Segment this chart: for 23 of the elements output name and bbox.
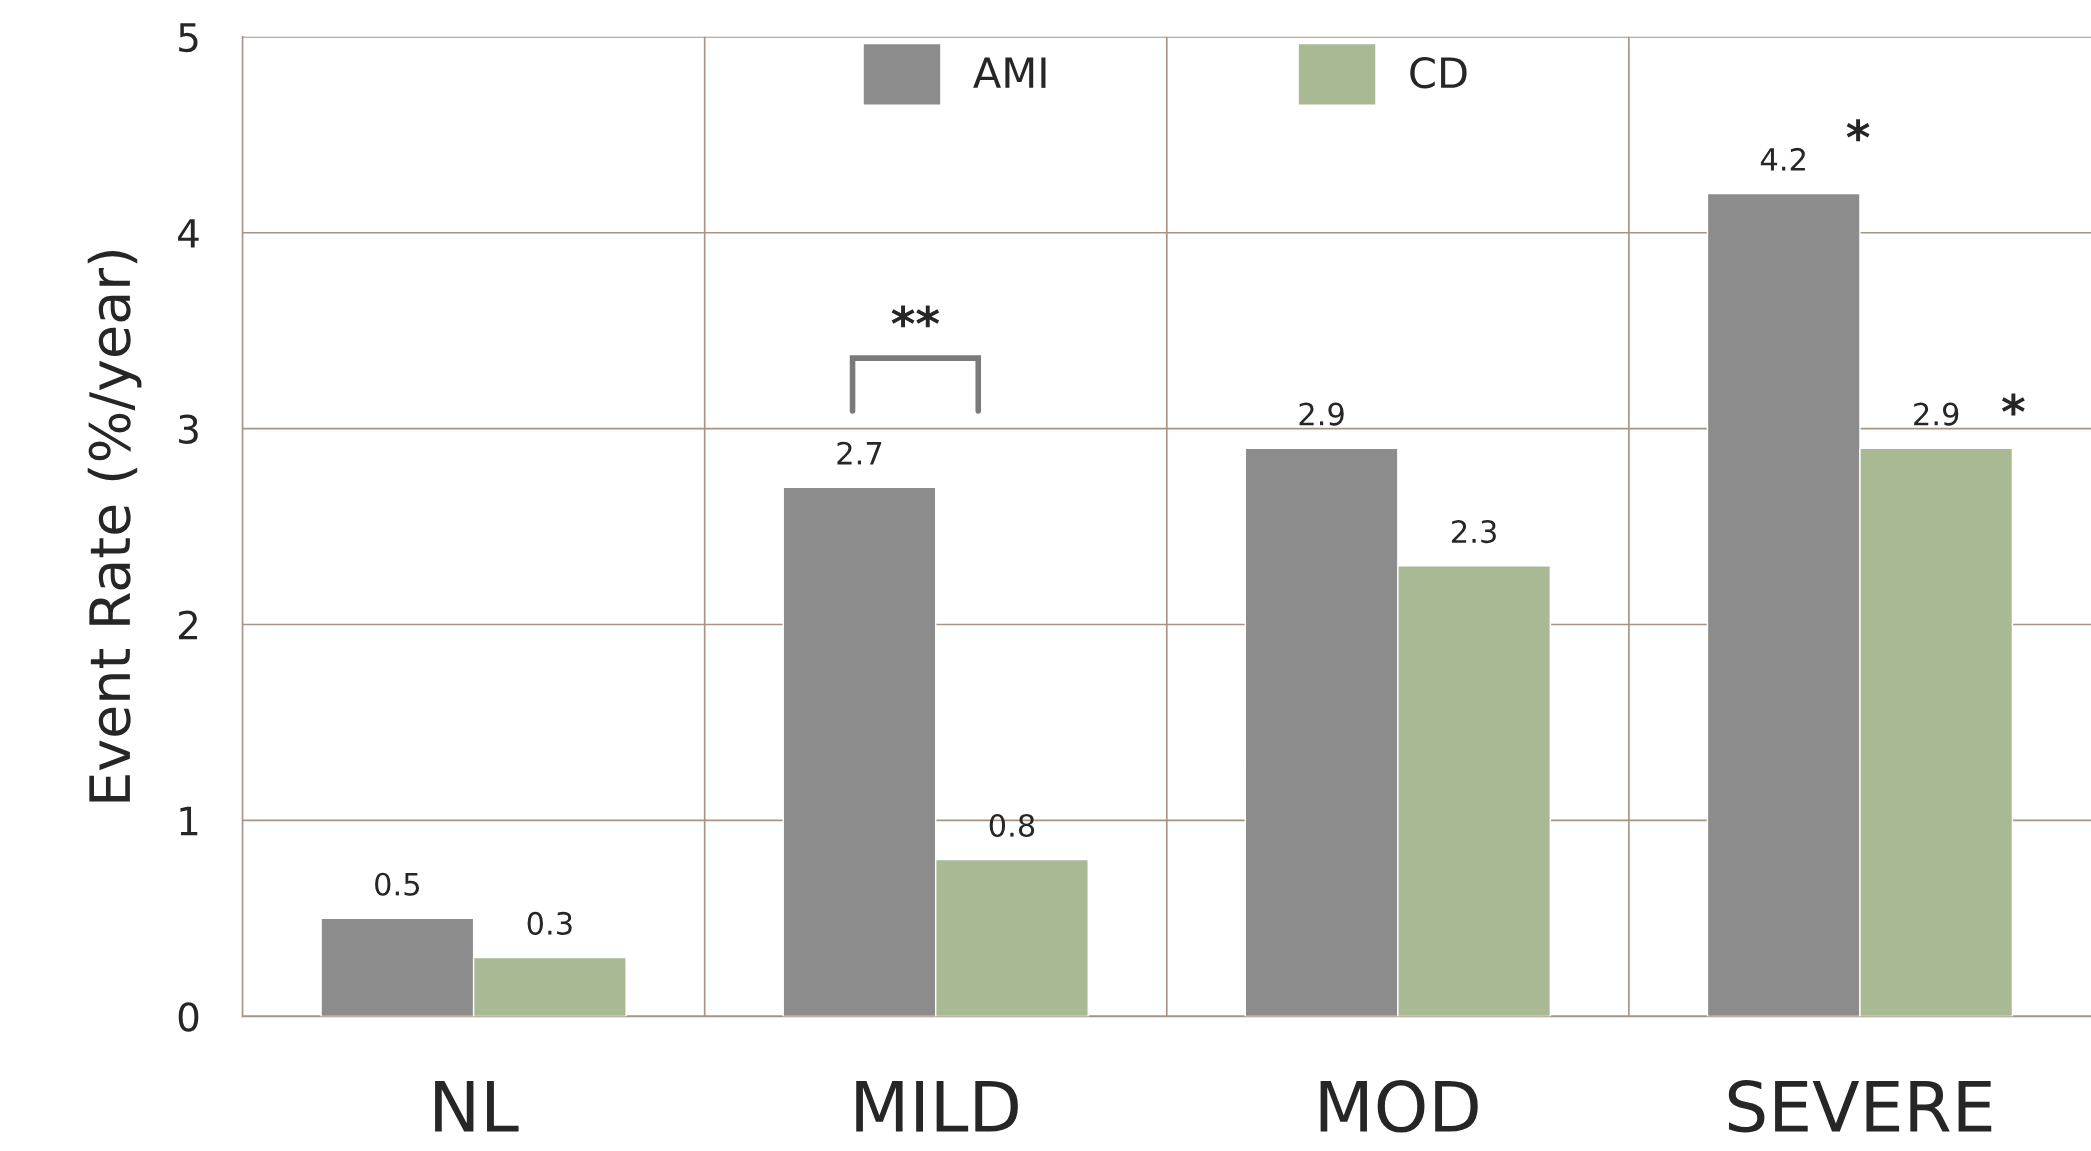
data-label: 2.9 (1299, 402, 1344, 426)
annotation: * (1846, 119, 1870, 142)
y-axis-title: Event Rate (%/year) (87, 251, 142, 802)
annotation: ** (891, 305, 940, 328)
x-tick-label: MILD (856, 1080, 1018, 1132)
x-tick-label: MOD (1320, 1080, 1478, 1133)
data-label: 2.9 (1914, 402, 1959, 426)
y-tick-label: 0 (178, 1002, 199, 1032)
y-tick-label: 5 (179, 23, 198, 53)
x-tick-label: NL (435, 1080, 519, 1132)
y-tick-label: 3 (179, 414, 198, 444)
data-label: 2.3 (1452, 520, 1496, 544)
data-label: 2.7 (837, 441, 882, 465)
y-tick-label: 1 (180, 806, 198, 836)
data-label: 4.2 (1760, 147, 1805, 171)
data-label: 0.3 (527, 911, 572, 935)
y-tick-label: 4 (178, 219, 199, 248)
annotation: * (2001, 393, 2025, 416)
legend-label: CD (1410, 56, 1467, 89)
y-tick-label: 2 (179, 610, 197, 640)
data-label: 0.5 (375, 872, 419, 896)
x-tick-label: SEVERE (1728, 1080, 1992, 1133)
legend-label: AMI (973, 57, 1046, 88)
